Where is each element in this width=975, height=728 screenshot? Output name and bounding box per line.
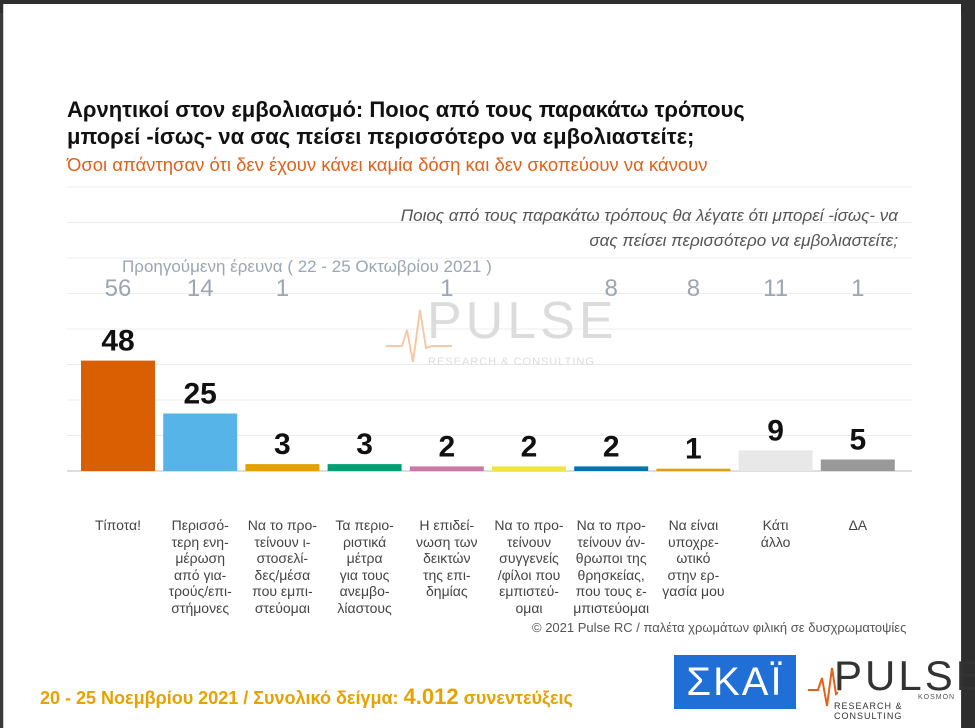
previous-value-label: 8 (605, 275, 618, 302)
previous-values: 56 14 1 1 8 8 11 1 (105, 275, 865, 302)
bar (574, 466, 649, 471)
category-label: Να το προ-τείνουν συγγενείς/φίλοι που εμπι… (494, 517, 564, 616)
category-label: Τίποτα! (94, 517, 142, 533)
pulse-logo-kosmon: KOSMON (918, 694, 956, 701)
category-label: Να το προ-τείνουν άν-θρωποι της θρησκείας… (573, 517, 650, 616)
footer-sample-suffix: συνεντεύξεις (458, 688, 573, 708)
chart-subtitle: Όσοι απάντησαν ότι δεν έχουν κάνει καμία… (67, 154, 708, 175)
copyright-note: © 2021 Pulse RC / παλέτα χρωμάτων φιλική… (532, 620, 907, 635)
slide (3, 4, 961, 728)
value-label: 2 (521, 430, 538, 463)
skai-logo: ΣΚΑΪ (674, 655, 796, 709)
previous-value-label: 1 (276, 275, 289, 302)
pulse-logo-tagline: RESEARCH & CONSULTING (834, 701, 903, 721)
bar (163, 413, 238, 471)
previous-value-label: 1 (851, 275, 864, 302)
bars (81, 360, 895, 471)
bar (409, 466, 484, 471)
pulse-logo: PULSE KOSMON RESEARCH & CONSULTING (808, 650, 975, 721)
pulse-watermark: PULSE RESEARCH & CONSULTING (386, 292, 618, 368)
bar (245, 464, 320, 471)
category-label: Η επιδεί-νωση των δεικτών της επι-δημίας (416, 517, 478, 599)
footer-sample-label: Συνολικό δείγμα: (253, 688, 404, 708)
chart-title: Αρνητικοί στον εμβολιασμό: Ποιος από του… (67, 97, 745, 149)
footer-dates: 20 - 25 Νοεμβρίου 2021 (40, 688, 239, 708)
pulse-logo-wave-icon (808, 667, 838, 707)
value-label: 5 (849, 424, 866, 457)
value-label: 2 (603, 430, 620, 463)
category-label: Να το προ-τείνουν ι-στοσελί-δες/μέσα που … (247, 517, 317, 616)
value-label: 9 (767, 414, 784, 447)
value-label: 2 (438, 430, 455, 463)
previous-value-label: 1 (440, 275, 453, 302)
watermark-wordmark: PULSE (427, 292, 618, 350)
previous-value-label: 56 (105, 275, 132, 302)
value-label: 25 (184, 378, 217, 411)
question-text: Ποιος από τους παρακάτω τρόπους θα λέγατ… (400, 206, 898, 250)
bar (327, 464, 402, 471)
bar (81, 360, 155, 471)
bar (656, 468, 731, 471)
previous-value-label: 8 (687, 275, 700, 302)
category-label: Κάτι άλλο (760, 517, 791, 550)
watermark-tagline: RESEARCH & CONSULTING (428, 356, 595, 368)
bar (492, 466, 566, 471)
pulse-watermark-wave (386, 309, 452, 363)
previous-value-label: 11 (763, 275, 788, 302)
current-values: 48 25 3 3 2 2 2 1 9 5 (101, 325, 866, 466)
footer-survey-info: 20 - 25 Νοεμβρίου 2021 / Συνολικό δείγμα… (40, 684, 573, 710)
window-frame-right (962, 0, 975, 728)
previous-survey-label: Προηγούμενη έρευνα ( 22 - 25 Οκτωβρίου 2… (122, 257, 492, 276)
value-label: 1 (685, 433, 702, 466)
value-label: 48 (101, 325, 134, 358)
category-label: Να είναι υποχρε-ωτικό στην ερ-γασία μου (662, 517, 725, 599)
value-label: 3 (356, 428, 373, 461)
pulse-logo-wordmark: PULSE (834, 652, 975, 699)
category-label: Περισσό-τερη ενη-μέρωση από για-τρούς/επι… (168, 517, 232, 616)
footer-sample-value: 4.012 (403, 684, 459, 709)
category-label: ΔΑ (848, 517, 868, 533)
gridlines (67, 186, 912, 472)
bar (738, 450, 813, 471)
bar (820, 459, 895, 471)
category-label: Τα περιο-ριστικά μέτρα για τους ανεμβο-λίασ… (335, 517, 394, 616)
footer-separator: / (238, 688, 254, 708)
previous-value-label: 14 (187, 275, 214, 302)
value-label: 3 (274, 428, 291, 461)
